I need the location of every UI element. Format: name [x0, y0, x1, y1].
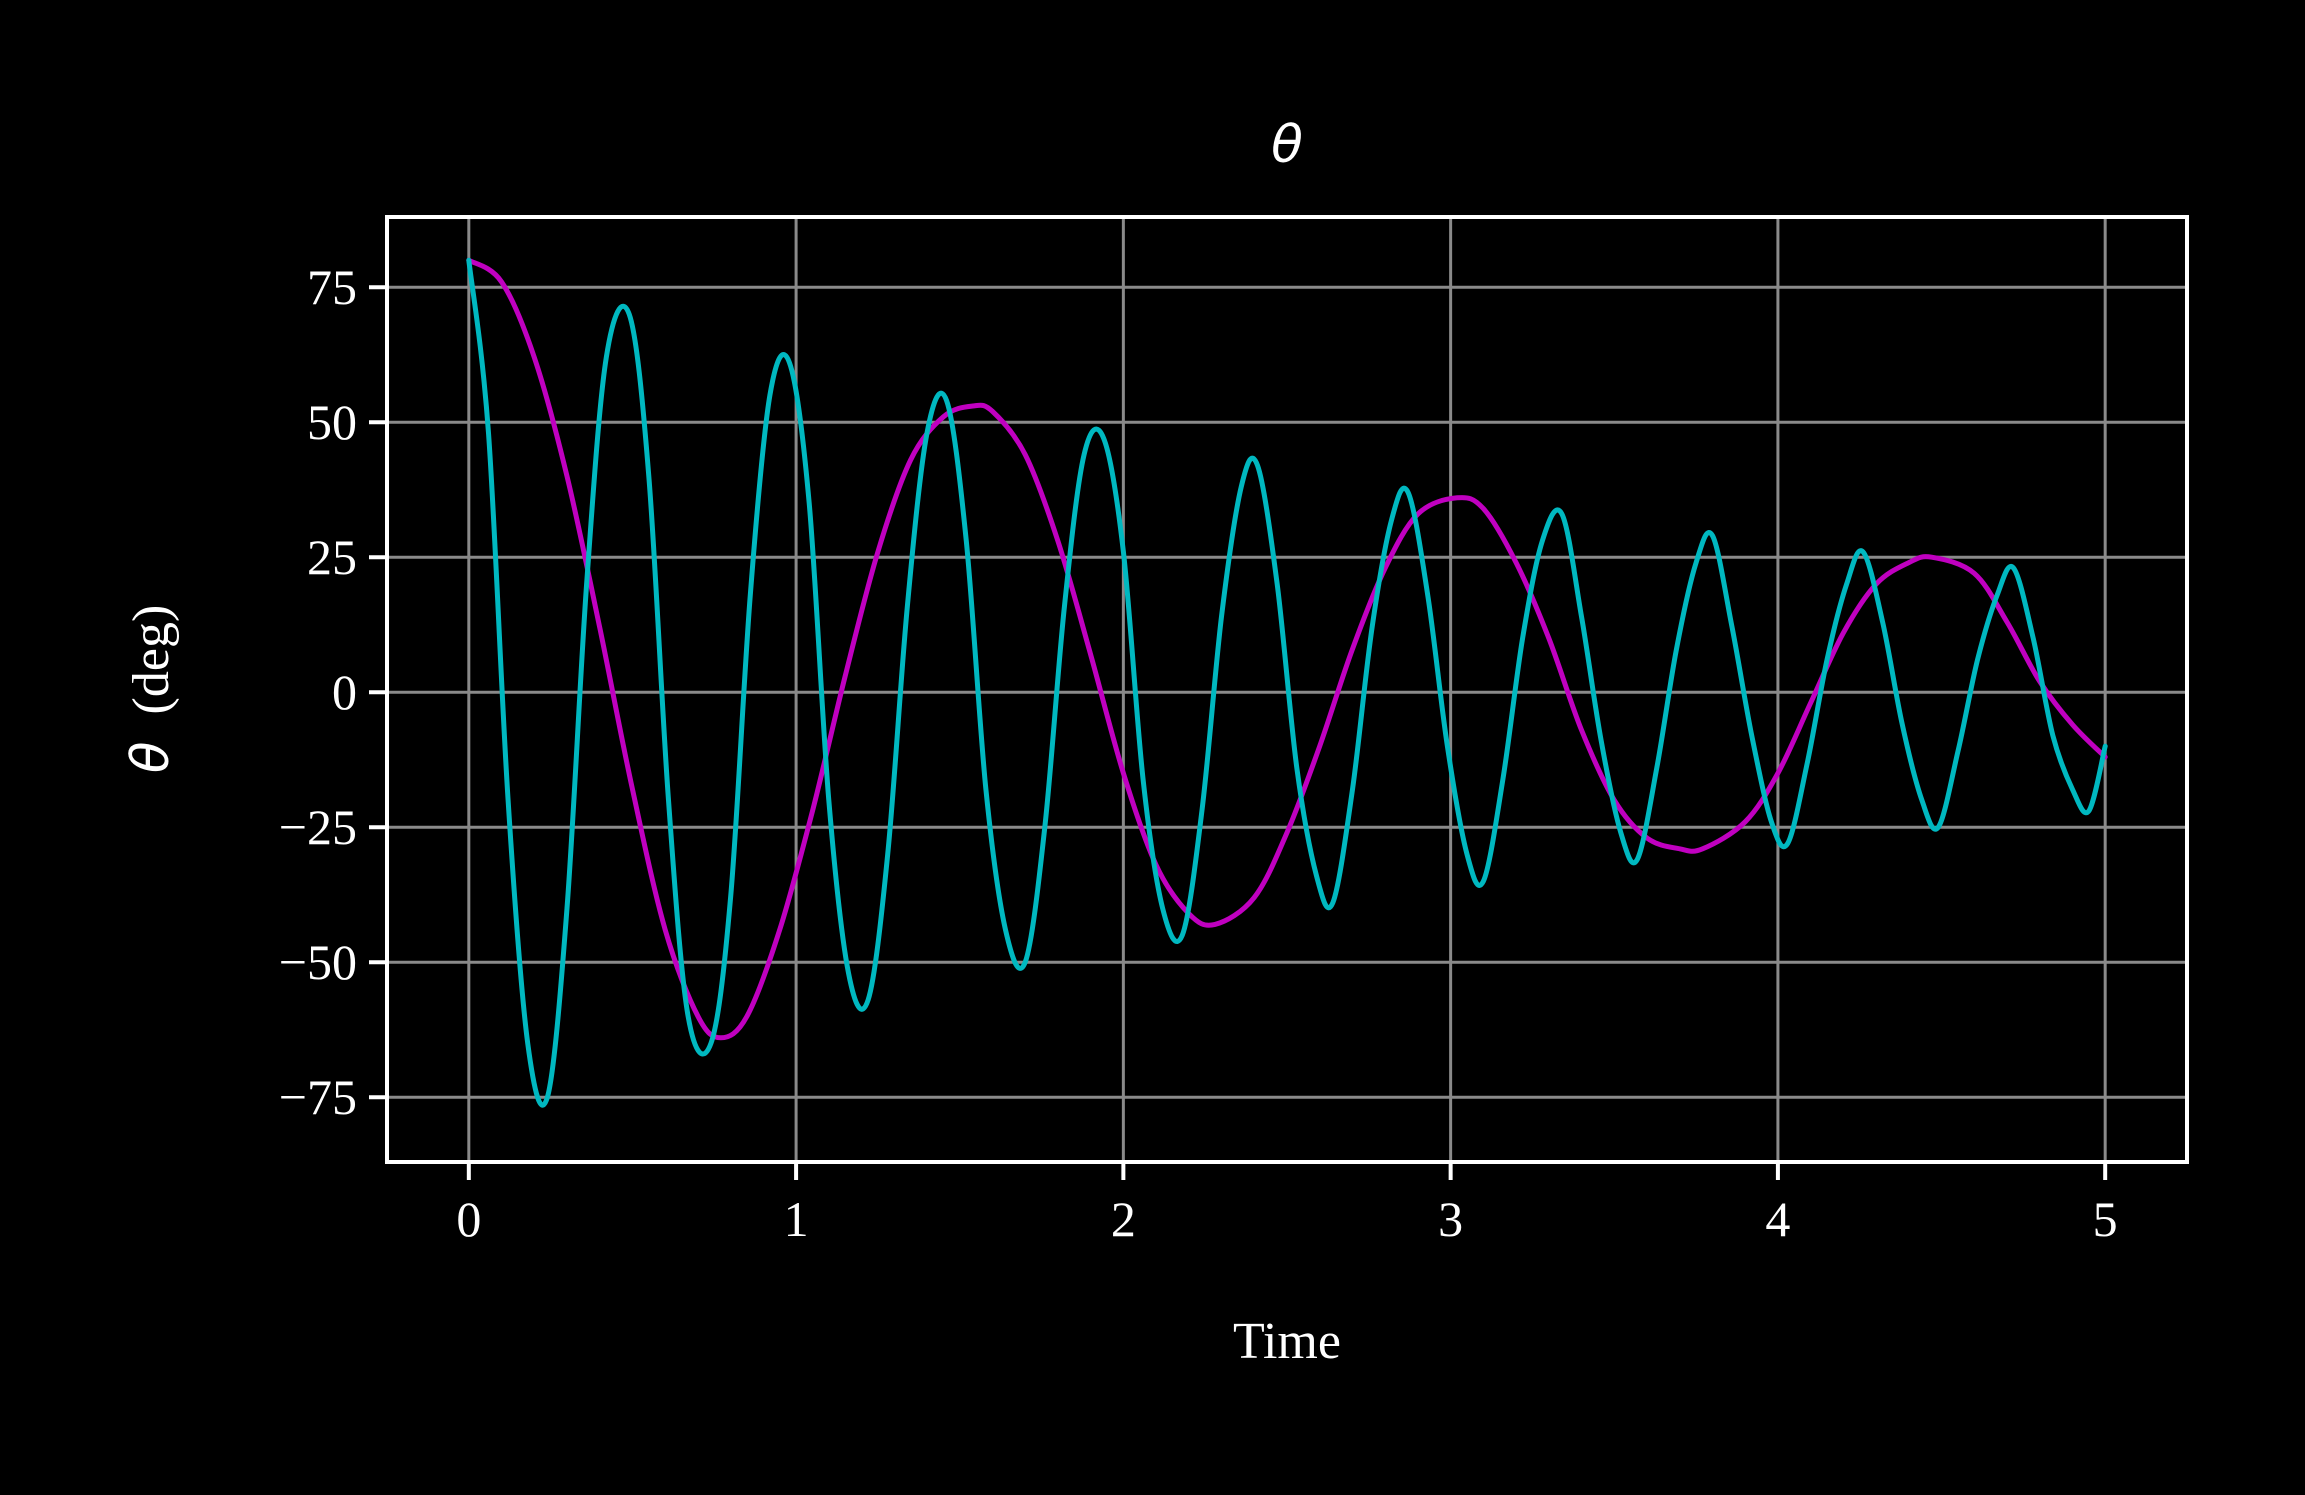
y-axis-label-symbol: θ — [121, 741, 181, 773]
y-tick-label: 0 — [332, 664, 357, 720]
y-tick-label: −75 — [279, 1069, 357, 1125]
y-tick-label: −25 — [279, 799, 357, 855]
x-tick-label: 1 — [784, 1191, 809, 1247]
y-axis-label-unit: (deg) — [123, 605, 180, 715]
x-tick-label: 3 — [1438, 1191, 1463, 1247]
y-axis-label: θ (deg) — [121, 605, 181, 774]
plot-frame — [385, 215, 2189, 1164]
series-line-2 — [466, 257, 2108, 1108]
chart-title: θ — [1271, 115, 1303, 175]
x-tick-label: 2 — [1111, 1191, 1136, 1247]
y-tick-label: 25 — [307, 529, 357, 585]
y-tick-label: 50 — [307, 394, 357, 450]
x-axis-label: Time — [1233, 1313, 1341, 1370]
y-tick-label: −50 — [279, 934, 357, 990]
ticks: 0 1 2 3 4 5 75 50 25 0 −25 −50 −75 — [279, 259, 2118, 1247]
x-tick-label: 5 — [2093, 1191, 2118, 1247]
series-line-1 — [466, 257, 2108, 1041]
x-tick-label: 4 — [1765, 1191, 1790, 1247]
series-layer — [466, 257, 2108, 1108]
y-tick-label: 75 — [307, 259, 357, 315]
x-tick-label: 0 — [456, 1191, 481, 1247]
